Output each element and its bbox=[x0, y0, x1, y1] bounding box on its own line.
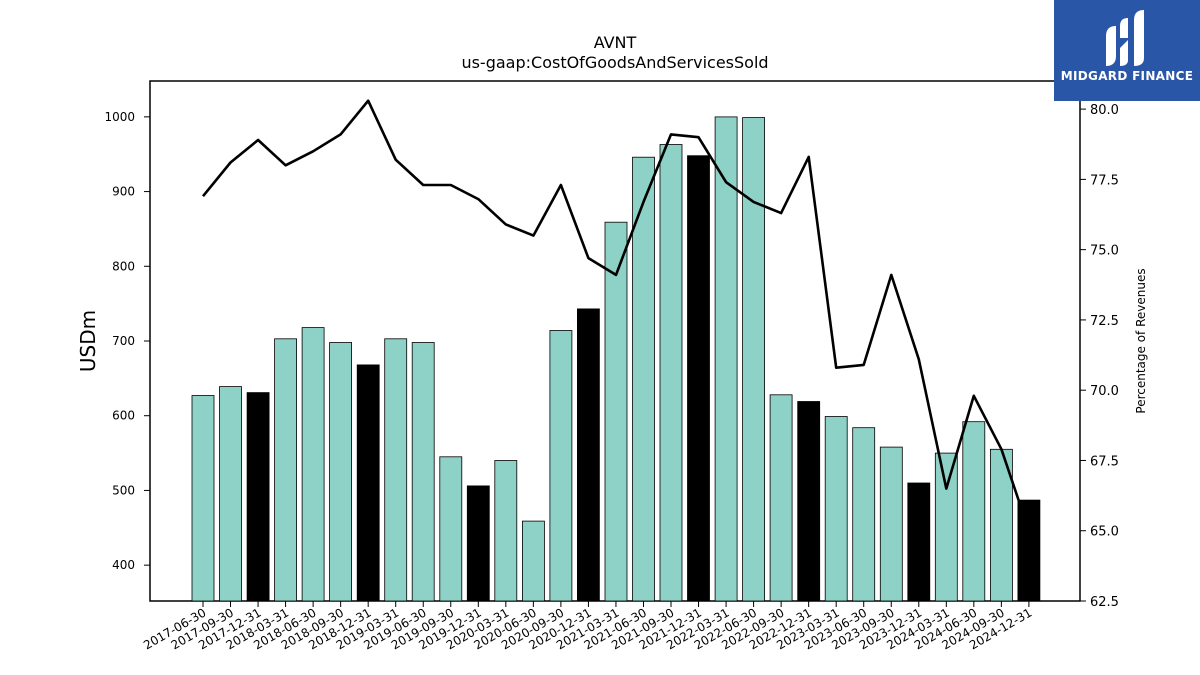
y2-tick-label: 72.5 bbox=[1090, 314, 1119, 329]
bar-2021-12-31 bbox=[687, 155, 710, 602]
y-axis-label: USDm bbox=[76, 310, 100, 372]
bar-2020-03-31 bbox=[494, 460, 518, 602]
logo-text: MIDGARD FINANCE bbox=[1060, 69, 1194, 83]
bar-2024-03-31 bbox=[934, 452, 958, 602]
y-tick-label: 700 bbox=[112, 334, 135, 348]
bar-2017-06-30 bbox=[191, 395, 215, 602]
bar-2020-12-31 bbox=[577, 308, 600, 602]
bar-2024-06-30 bbox=[962, 421, 986, 602]
bar-2021-09-30 bbox=[659, 144, 683, 602]
y-tick-label: 800 bbox=[112, 259, 135, 273]
bar-2023-03-31 bbox=[824, 416, 848, 602]
chart-title: AVNT bbox=[593, 33, 637, 52]
revenue-percentage-line bbox=[201, 99, 1031, 532]
right-axis: 62.5 65.0 67.5 70.0 72.5 75.0 77.5 80.0 bbox=[1080, 103, 1119, 610]
y-tick-label: 1000 bbox=[104, 110, 135, 124]
bar-2022-03-31 bbox=[714, 116, 738, 602]
y2-tick-label: 62.5 bbox=[1090, 595, 1119, 610]
y2-tick-label: 65.0 bbox=[1090, 525, 1119, 540]
y2-tick-label: 75.0 bbox=[1090, 244, 1119, 259]
bar-2021-03-31 bbox=[604, 221, 628, 602]
bar-2018-12-31 bbox=[356, 364, 380, 602]
y2-tick-label: 67.5 bbox=[1090, 454, 1119, 469]
y2-axis-label: Percentage of Revenues bbox=[1134, 268, 1148, 413]
y-tick-label: 900 bbox=[112, 185, 135, 199]
logo-mark-icon bbox=[1106, 10, 1144, 66]
y2-tick-label: 70.0 bbox=[1090, 384, 1119, 399]
bar-2018-03-31 bbox=[274, 338, 298, 602]
bar-2017-09-30 bbox=[219, 386, 242, 602]
bar-2020-09-30 bbox=[549, 330, 573, 602]
bar-2017-12-31 bbox=[246, 392, 270, 602]
bars-group bbox=[191, 116, 1041, 602]
bar-2019-03-31 bbox=[384, 338, 408, 602]
left-axis: 400 500 600 700 800 900 1000 bbox=[104, 110, 150, 572]
bar-2019-09-30 bbox=[439, 456, 463, 602]
bar-2019-06-30 bbox=[411, 342, 435, 602]
x-axis: 2017-06-302017-09-302017-12-312018-03-31… bbox=[141, 601, 1034, 652]
bar-2018-06-30 bbox=[301, 327, 325, 602]
chart-subtitle: us-gaap:CostOfGoodsAndServicesSold bbox=[461, 53, 769, 72]
bar-2023-06-30 bbox=[852, 427, 876, 602]
y2-tick-label: 77.5 bbox=[1090, 173, 1119, 188]
y-tick-label: 600 bbox=[112, 409, 135, 423]
bar-2022-09-30 bbox=[769, 394, 793, 602]
bar-2019-12-31 bbox=[466, 485, 490, 602]
bar-2023-12-31 bbox=[907, 482, 931, 602]
bar-2020-06-30 bbox=[522, 520, 545, 602]
midgard-finance-logo: MIDGARD FINANCE bbox=[1054, 0, 1200, 101]
y2-tick-label: 80.0 bbox=[1090, 103, 1119, 118]
bar-2022-06-30 bbox=[742, 117, 765, 602]
y-tick-label: 400 bbox=[112, 558, 135, 572]
bar-2024-12-31 bbox=[1017, 499, 1041, 602]
y-tick-label: 500 bbox=[112, 483, 135, 497]
bar-2023-09-30 bbox=[879, 446, 903, 602]
bar-2022-12-31 bbox=[797, 401, 821, 602]
bar-2018-09-30 bbox=[329, 342, 353, 602]
